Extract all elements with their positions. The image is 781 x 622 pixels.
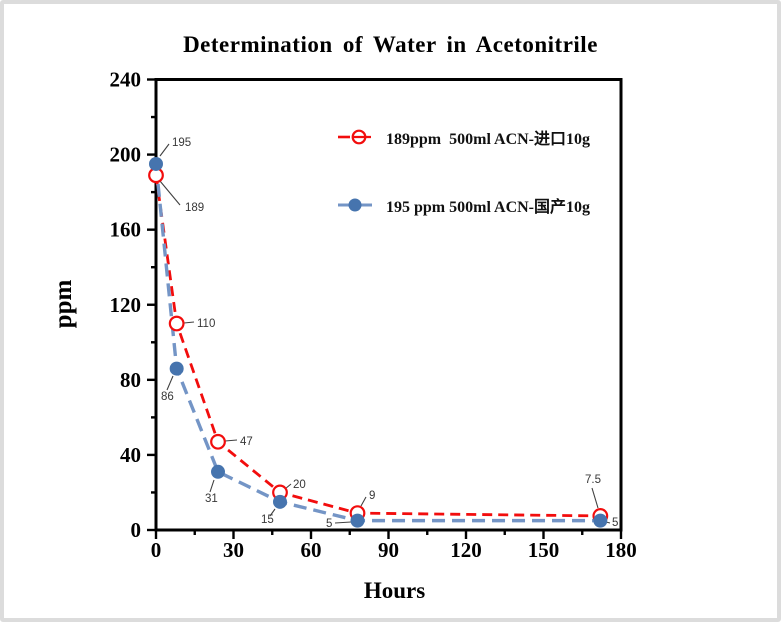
point-label: 86 [161, 391, 174, 403]
data-point-filled-circle [350, 513, 365, 528]
x-tick-label: 30 [223, 538, 244, 562]
point-label-leader [183, 321, 195, 324]
point-label: 195 [172, 137, 191, 149]
point-label: 47 [240, 436, 253, 448]
point-label-leader [591, 487, 599, 509]
x-tick-label: 0 [151, 538, 162, 562]
x-axis-title: Hours [363, 578, 426, 603]
point-label-leader [269, 508, 276, 517]
y-tick-label: 0 [131, 518, 142, 542]
y-tick-label: 240 [110, 68, 142, 92]
chart-title: Determination of Water in Acetonitrile [183, 32, 598, 57]
x-tick-label: 60 [301, 538, 322, 562]
point-label: 5 [612, 517, 618, 529]
point-label-leader [159, 143, 170, 157]
y-axis-title: ppm [50, 279, 77, 329]
point-label: 31 [205, 493, 218, 505]
point-label-leader [224, 439, 238, 442]
y-tick-label: 80 [120, 368, 141, 392]
y-tick-label: 160 [110, 218, 142, 242]
series-line-0 [154, 175, 601, 518]
data-point-filled-circle [149, 156, 163, 171]
legend-label-imported: 189ppm 500ml ACN-进口10g [386, 131, 591, 148]
data-point-open-circle [168, 315, 185, 332]
point-label: 110 [197, 318, 215, 330]
data-point-open-circle [210, 433, 226, 450]
legend-entry-imported: 189ppm 500ml ACN-进口10g [338, 125, 590, 149]
point-label: 20 [293, 479, 306, 491]
data-point-filled-circle [169, 361, 184, 376]
point-label: 15 [261, 514, 274, 526]
legend-entry-domestic: 195 ppm 500ml ACN-国产10g [338, 193, 590, 217]
point-label-leader [159, 180, 181, 206]
x-tick-label: 180 [605, 538, 637, 562]
y-tick-label: 200 [110, 143, 142, 167]
y-tick-label: 40 [120, 443, 141, 467]
legend-marker-filled-circle-icon [338, 198, 372, 212]
legend-marker-open-circle-icon [338, 129, 371, 145]
point-label-leader [209, 479, 215, 493]
point-label: 189 [185, 202, 204, 214]
point-label: 9 [369, 490, 375, 502]
point-label: 7.5 [585, 474, 601, 486]
data-point-filled-circle [211, 464, 225, 479]
x-tick-label: 120 [450, 538, 482, 562]
point-label-leader [360, 496, 367, 507]
series-line-1 [154, 163, 601, 523]
x-tick-label: 90 [378, 538, 399, 562]
point-label-leader [166, 375, 174, 391]
x-tick-label: 150 [528, 538, 560, 562]
legend-label-domestic: 195 ppm 500ml ACN-国产10g [386, 199, 591, 216]
plot-area: 0 30 60 90 120 150 180 0 40 80 120 160 200 240 189 110 4… [110, 68, 637, 563]
y-tick-label: 120 [110, 293, 142, 317]
point-label: 5 [326, 518, 332, 530]
data-point-filled-circle [273, 494, 287, 509]
data-point-filled-circle [593, 513, 608, 528]
point-label-leader [334, 521, 352, 524]
